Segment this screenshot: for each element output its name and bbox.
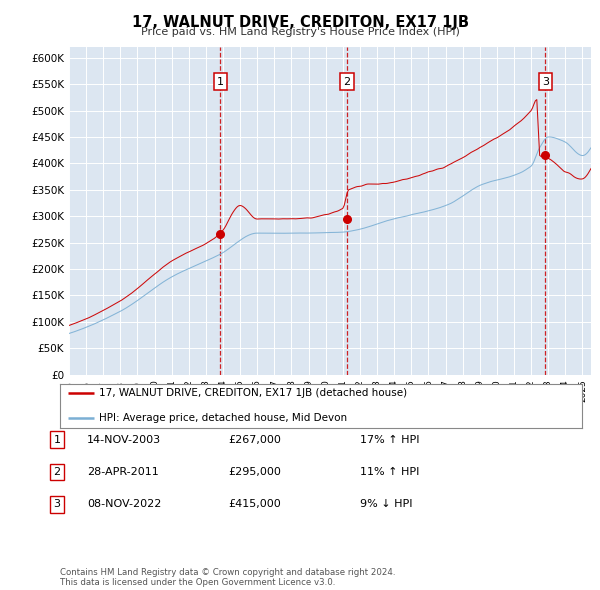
Text: 08-NOV-2022: 08-NOV-2022 [87, 500, 161, 509]
Text: £267,000: £267,000 [228, 435, 281, 444]
Text: 9% ↓ HPI: 9% ↓ HPI [360, 500, 413, 509]
Text: 1: 1 [53, 435, 61, 444]
Text: 3: 3 [542, 77, 549, 87]
Text: 1: 1 [217, 77, 224, 87]
Text: HPI: Average price, detached house, Mid Devon: HPI: Average price, detached house, Mid … [99, 413, 347, 423]
Text: 17, WALNUT DRIVE, CREDITON, EX17 1JB: 17, WALNUT DRIVE, CREDITON, EX17 1JB [131, 15, 469, 30]
Text: Price paid vs. HM Land Registry's House Price Index (HPI): Price paid vs. HM Land Registry's House … [140, 27, 460, 37]
Text: Contains HM Land Registry data © Crown copyright and database right 2024.
This d: Contains HM Land Registry data © Crown c… [60, 568, 395, 587]
Text: 11% ↑ HPI: 11% ↑ HPI [360, 467, 419, 477]
Text: 28-APR-2011: 28-APR-2011 [87, 467, 159, 477]
Text: 3: 3 [53, 500, 61, 509]
Text: 14-NOV-2003: 14-NOV-2003 [87, 435, 161, 444]
Text: £295,000: £295,000 [228, 467, 281, 477]
Text: 17% ↑ HPI: 17% ↑ HPI [360, 435, 419, 444]
Text: 2: 2 [344, 77, 350, 87]
Text: £415,000: £415,000 [228, 500, 281, 509]
Text: 2: 2 [53, 467, 61, 477]
Text: 17, WALNUT DRIVE, CREDITON, EX17 1JB (detached house): 17, WALNUT DRIVE, CREDITON, EX17 1JB (de… [99, 388, 407, 398]
